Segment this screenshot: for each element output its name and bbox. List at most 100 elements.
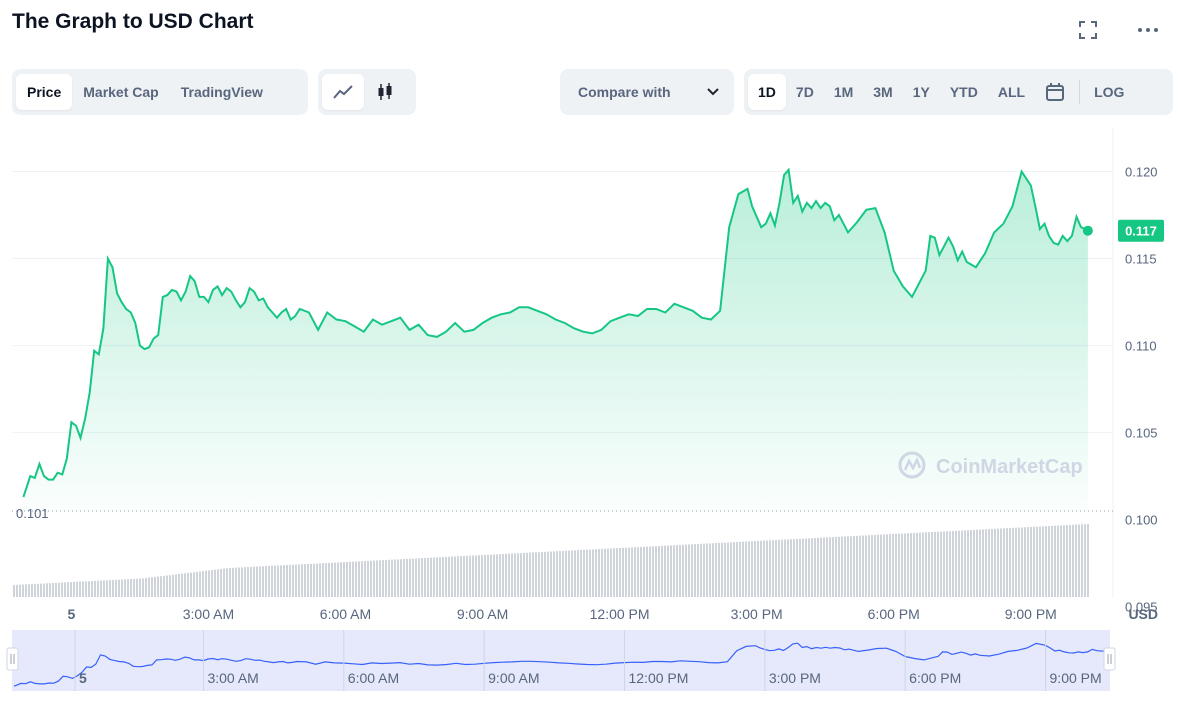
volume-bar	[523, 552, 525, 597]
volume-bar	[40, 583, 42, 597]
volume-bar	[682, 544, 684, 597]
volume-bar	[1021, 527, 1023, 597]
volume-bar	[106, 580, 108, 597]
volume-bar	[745, 541, 747, 597]
volume-bar	[874, 534, 876, 597]
range-1d[interactable]: 1D	[748, 74, 786, 110]
volume-bar	[967, 530, 969, 597]
volume-bar	[886, 534, 888, 597]
volume-bar	[94, 580, 96, 597]
volume-bar	[670, 545, 672, 597]
volume-bar	[82, 581, 84, 597]
volume-bar	[979, 529, 981, 597]
volume-bar	[193, 572, 195, 597]
volume-bar	[469, 555, 471, 597]
volume-bar	[958, 530, 960, 597]
volume-bar	[436, 557, 438, 597]
calendar-button[interactable]	[1035, 74, 1075, 110]
range-1m[interactable]: 1M	[833, 84, 854, 100]
volume-bar	[220, 568, 222, 597]
range-1y[interactable]: 1Y	[912, 84, 930, 100]
volume-bar	[550, 551, 552, 597]
volume-bar	[622, 547, 624, 597]
navigator: 5 3:00 AM 6:00 AM 9:00 AM 12:00 PM 3:00 PM 6:0…	[6, 630, 1116, 691]
volume-bar	[700, 543, 702, 597]
fullscreen-icon[interactable]	[1076, 18, 1100, 42]
navigator-right-handle[interactable]	[1103, 647, 1116, 671]
volume-bar	[592, 549, 594, 597]
volume-bar	[685, 544, 687, 597]
volume-bar	[505, 553, 507, 597]
x-tick-label: 12:00 PM	[590, 606, 650, 622]
compare-with-dropdown[interactable]: Compare with	[560, 69, 734, 115]
volume-bar	[226, 568, 228, 597]
navigator-tick-label: 12:00 PM	[628, 670, 688, 686]
volume-bar	[988, 529, 990, 597]
range-all[interactable]: ALL	[997, 84, 1026, 100]
volume-bar	[310, 563, 312, 597]
volume-bar	[490, 554, 492, 597]
open-price-label: 0.101	[16, 506, 49, 521]
volume-bar	[892, 534, 894, 597]
volume-bar	[223, 568, 225, 597]
volume-bar	[409, 558, 411, 597]
volume-bar	[28, 584, 30, 597]
volume-bar	[151, 577, 153, 597]
volume-bar	[517, 553, 519, 597]
volume-bar	[481, 555, 483, 597]
volume-bar	[67, 582, 69, 597]
line-chart-button[interactable]	[322, 74, 364, 110]
volume-bar	[859, 535, 861, 597]
volume-bar	[1006, 528, 1008, 597]
volume-bar	[163, 575, 165, 597]
volume-bar	[919, 532, 921, 597]
range-ytd[interactable]: YTD	[949, 84, 978, 100]
volume-bar	[697, 544, 699, 597]
volume-bar	[676, 545, 678, 597]
volume-bar	[889, 534, 891, 597]
volume-bar	[943, 531, 945, 597]
volume-bar	[754, 541, 756, 597]
volume-bar	[403, 559, 405, 597]
candlestick-button[interactable]	[364, 74, 406, 110]
y-tick-label: 0.115	[1125, 252, 1157, 267]
volume-bar	[520, 553, 522, 597]
volume-bar	[259, 566, 261, 597]
volume-bar	[1060, 525, 1062, 597]
volume-bar	[799, 538, 801, 597]
navigator-tick-label: 3:00 PM	[769, 670, 821, 686]
volume-bar	[55, 582, 57, 597]
volume-bar	[103, 580, 105, 597]
volume-bar	[994, 528, 996, 597]
volume-bar	[1042, 526, 1044, 597]
volume-bar	[13, 585, 15, 597]
volume-bar	[961, 530, 963, 597]
tab-price[interactable]: Price	[16, 74, 73, 110]
range-3m[interactable]: 3M	[873, 84, 893, 100]
range-7d[interactable]: 7D	[795, 84, 814, 100]
volume-bar	[1039, 526, 1041, 597]
volume-bar	[1030, 526, 1032, 597]
right-handle-box[interactable]	[1103, 647, 1116, 671]
volume-bar	[145, 578, 147, 597]
volume-bar	[823, 537, 825, 597]
volume-bar	[736, 542, 738, 597]
more-icon[interactable]	[1136, 18, 1160, 42]
log-toggle[interactable]: LOG	[1094, 84, 1125, 100]
tab-tradingview[interactable]: TradingView	[180, 84, 263, 100]
volume-bar	[568, 550, 570, 597]
volume-bar	[916, 532, 918, 597]
volume-bar	[433, 557, 435, 597]
x-tick-label: 5	[67, 606, 75, 622]
navigator-tick-label: 9:00 AM	[488, 670, 539, 686]
volume-bar	[883, 534, 885, 597]
volume-bar	[139, 578, 141, 597]
volume-bar	[178, 574, 180, 597]
volume-bar	[679, 544, 681, 597]
navigator-left-handle[interactable]	[6, 647, 19, 671]
volume-bar	[562, 550, 564, 597]
volume-bar	[307, 563, 309, 597]
tab-market-cap[interactable]: Market Cap	[83, 84, 159, 100]
volume-bar	[955, 530, 957, 597]
left-handle-box[interactable]	[6, 647, 19, 671]
